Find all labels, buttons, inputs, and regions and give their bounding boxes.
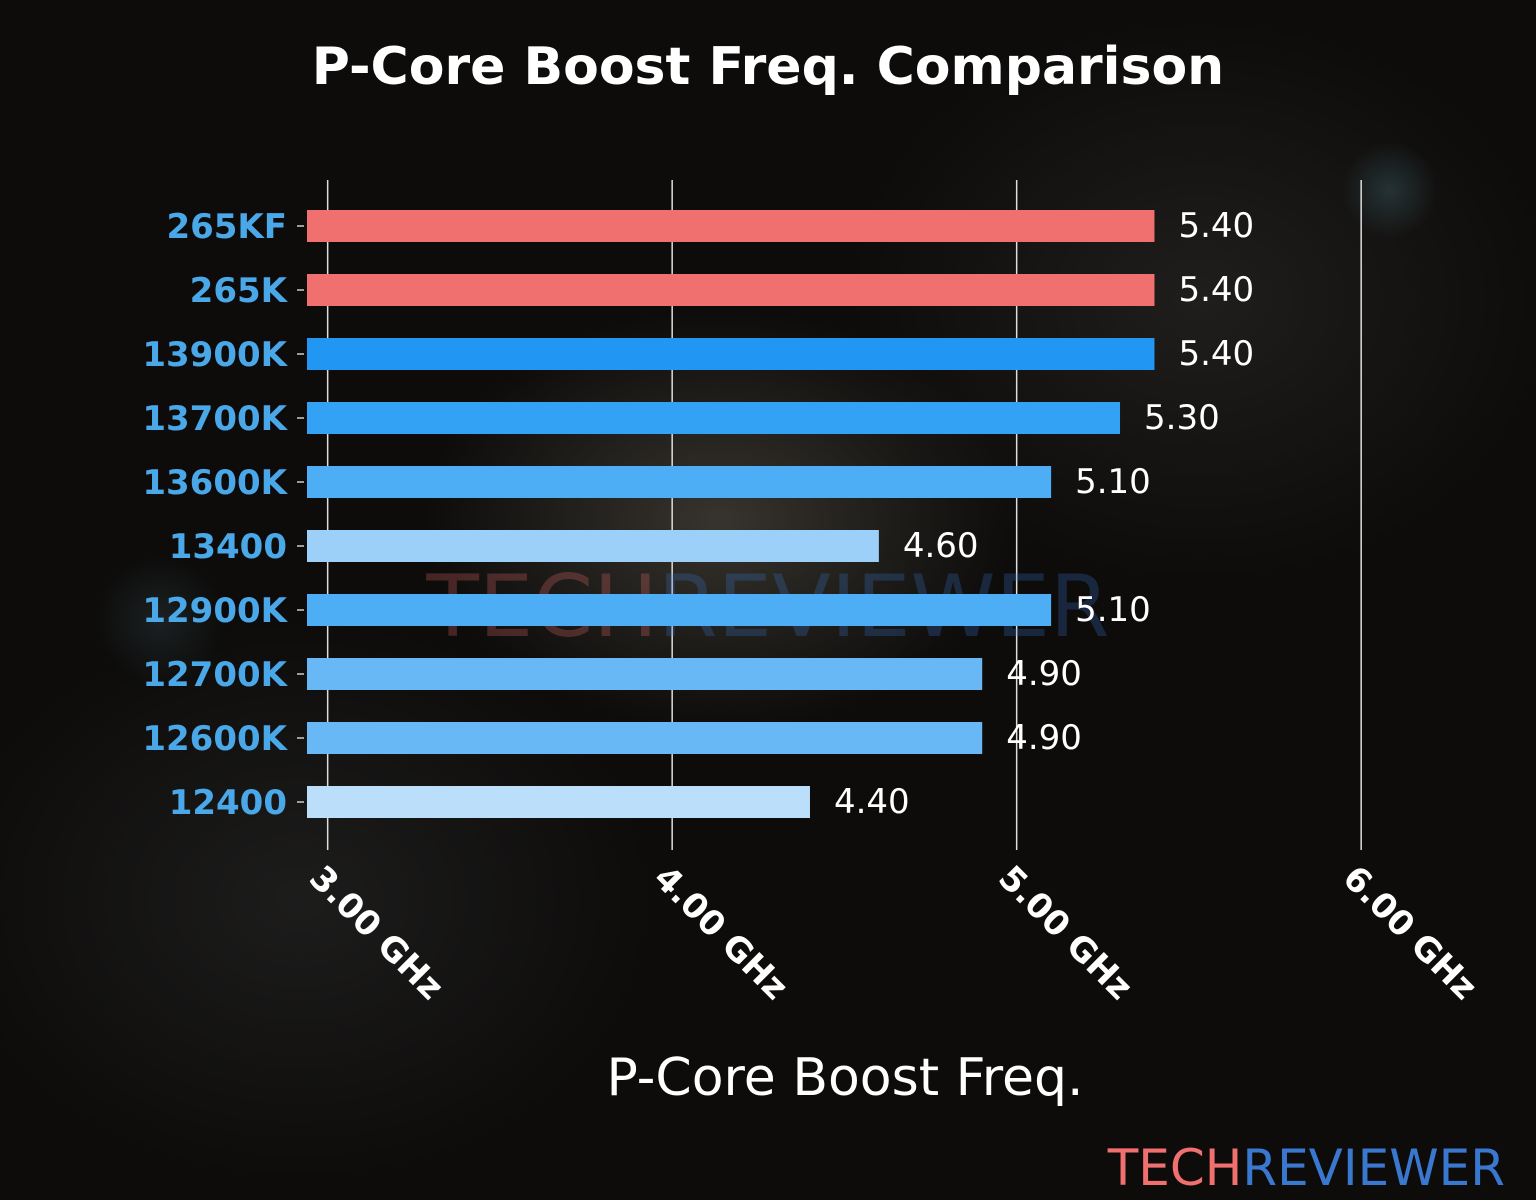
y-tick-label: 13600K [142,463,288,503]
y-tick-label: 12600K [142,719,288,759]
y-tick-label: 265KF [166,207,287,247]
y-tick-label: 12900K [142,591,288,631]
bar-12900K [307,594,1052,626]
bar-12700K [307,658,983,690]
data-label: 5.10 [1075,462,1151,502]
bar-12600K [307,722,983,754]
data-label: 4.60 [903,526,979,566]
y-tick-label: 13700K [142,399,288,439]
y-tick-label: 12700K [142,655,288,695]
bar-13900K [307,338,1155,370]
y-tick-label: 13400 [169,527,287,567]
bar-13600K [307,466,1052,498]
x-tick-label: 5.00 GHz [990,858,1140,1008]
data-label: 5.40 [1178,270,1254,310]
bar-265KF [307,210,1155,242]
data-label: 5.30 [1144,398,1220,438]
data-label: 4.90 [1006,654,1082,694]
y-tick-label: 265K [190,271,289,311]
bar-265K [307,274,1155,306]
data-label: 5.40 [1178,206,1254,246]
x-tick-label: 6.00 GHz [1335,858,1485,1008]
bar-12400 [307,786,810,818]
x-axis-label: P-Core Boost Freq. [606,1048,1083,1108]
data-label: 4.90 [1006,718,1082,758]
x-tick-label: 4.00 GHz [646,858,796,1008]
bar-13400 [307,530,879,562]
data-label: 5.10 [1075,590,1151,630]
techreviewer-logo: TECHREVIEWER [1107,1139,1505,1197]
y-tick-label: 12400 [169,783,287,823]
data-label: 5.40 [1178,334,1254,374]
chart-title: P-Core Boost Freq. Comparison [312,37,1224,97]
x-tick-label: 3.00 GHz [301,858,451,1008]
y-tick-label: 13900K [142,335,288,375]
data-label: 4.40 [834,782,910,822]
bar-13700K [307,402,1121,434]
